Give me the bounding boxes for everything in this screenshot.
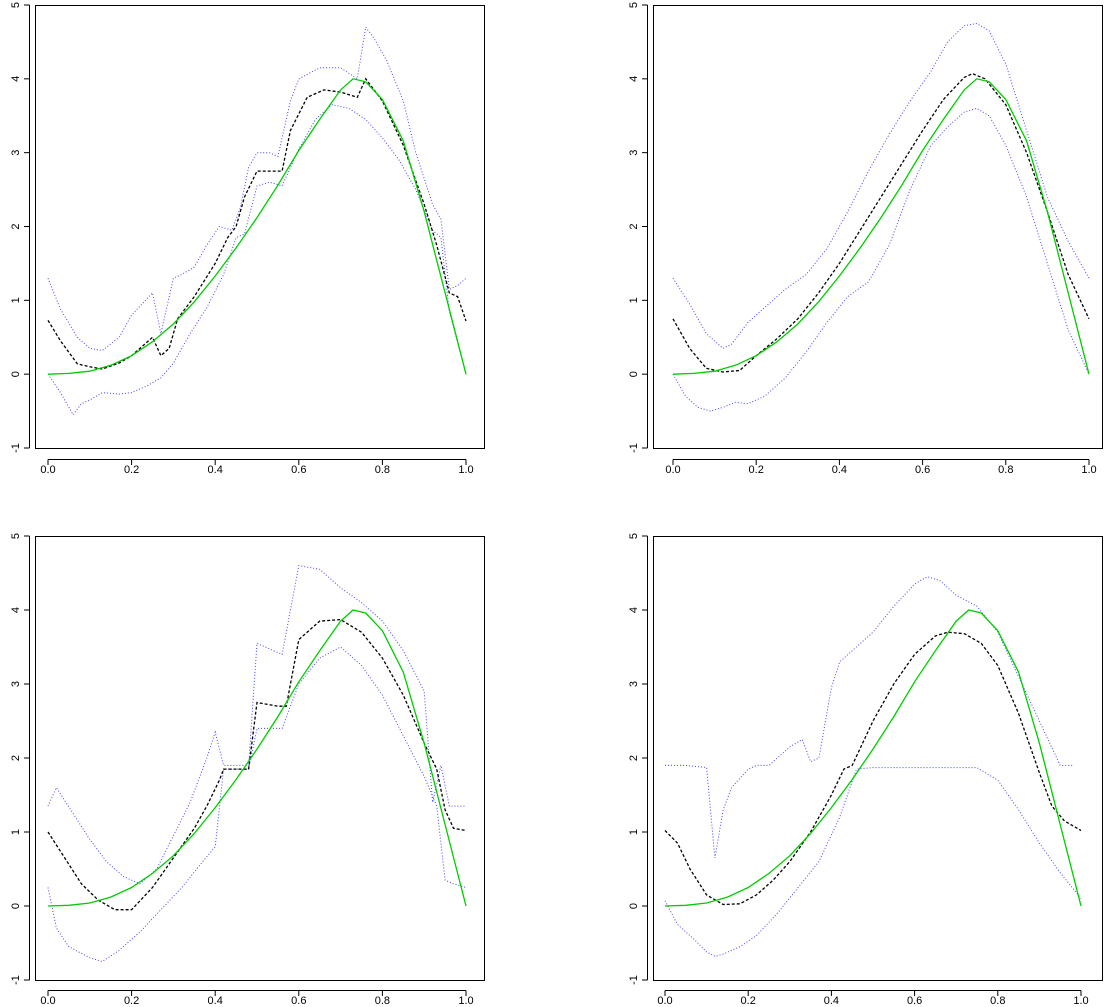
x-tick-label: 1.0 (458, 464, 473, 476)
series-line-solid (47, 609, 467, 907)
series-line-solid (672, 78, 1090, 375)
y-tick-label: 2 (628, 223, 640, 229)
series-line-dashed (672, 72, 1090, 373)
series-line-solid (47, 78, 467, 375)
x-tick-label: 0.6 (915, 464, 930, 476)
series-line-dashed (47, 618, 467, 911)
y-tick-label: -1 (10, 975, 22, 985)
y-axis: -1 0 1 2 3 4 5 (628, 533, 648, 985)
y-tick-label: 3 (628, 681, 640, 687)
chart-panel-3: -1 0 1 2 3 4 5 0.0 0.2 0.4 0.6 0.8 1.0 (10, 533, 485, 1007)
y-tick-label: -1 (628, 975, 640, 985)
y-tick-label: -1 (628, 443, 640, 453)
series-line-dotted (47, 104, 467, 416)
x-tick-label: 0.2 (124, 995, 139, 1007)
y-tick-label: 4 (10, 76, 22, 82)
x-tick-label: 0.2 (749, 464, 764, 476)
y-tick-label: 5 (628, 533, 640, 539)
y-tick-label: 2 (628, 755, 640, 761)
x-tick-label: 0.0 (657, 995, 672, 1007)
plot-frame (653, 5, 1103, 449)
series-line-dashed (664, 631, 1082, 906)
x-axis: 0.0 0.2 0.4 0.6 0.8 1.0 (40, 459, 474, 476)
y-axis: -1 0 1 2 3 4 5 (10, 2, 30, 453)
x-tick-label: 1.0 (458, 995, 473, 1007)
series-group (664, 576, 1082, 957)
x-axis: 0.0 0.2 0.4 0.6 0.8 1.0 (657, 990, 1089, 1007)
x-axis: 0.0 0.2 0.4 0.6 0.8 1.0 (665, 459, 1097, 476)
x-tick-label: 0.4 (208, 995, 223, 1007)
x-tick-label: 0.2 (124, 464, 139, 476)
x-tick-label: 0.6 (291, 464, 306, 476)
x-tick-label: 0.0 (40, 995, 55, 1007)
y-axis: -1 0 1 2 3 4 5 (628, 2, 648, 453)
y-tick-label: 4 (628, 76, 640, 82)
x-axis: 0.0 0.2 0.4 0.6 0.8 1.0 (40, 990, 474, 1007)
x-tick-label: 0.8 (375, 464, 390, 476)
series-line-dotted (664, 767, 1082, 957)
plot-frame (653, 536, 1103, 981)
y-tick-label: 1 (628, 297, 640, 303)
y-tick-label: 0 (10, 371, 22, 377)
series-line-dotted (47, 565, 466, 885)
y-tick-label: 3 (10, 150, 22, 156)
series-group (672, 22, 1090, 412)
y-tick-label: 1 (10, 829, 22, 835)
series-line-dotted (672, 22, 1090, 349)
y-tick-label: 5 (628, 2, 640, 8)
y-tick-label: 3 (10, 681, 22, 687)
y-tick-label: 4 (10, 607, 22, 613)
x-tick-label: 0.8 (375, 995, 390, 1007)
plot-frame (35, 5, 485, 449)
y-tick-label: 1 (10, 297, 22, 303)
x-tick-label: 1.0 (1073, 995, 1088, 1007)
y-tick-label: 5 (10, 533, 22, 539)
x-tick-label: 0.6 (907, 995, 922, 1007)
series-line-dotted (47, 25, 467, 352)
x-tick-label: 1.0 (1081, 464, 1096, 476)
y-tick-label: 2 (10, 755, 22, 761)
x-tick-label: 0.6 (291, 995, 306, 1007)
x-tick-label: 0.4 (208, 464, 223, 476)
y-tick-label: 0 (628, 371, 640, 377)
chart-panel-1: -1 0 1 2 3 4 5 0.0 0.2 0.4 0.6 0.8 1.0 (10, 2, 485, 476)
x-tick-label: 0.8 (998, 464, 1013, 476)
series-line-dotted (665, 576, 1073, 858)
x-tick-label: 0.4 (832, 464, 847, 476)
y-tick-label: 0 (628, 903, 640, 909)
x-tick-label: 0.8 (990, 995, 1005, 1007)
y-tick-label: -1 (10, 443, 22, 453)
y-tick-label: 4 (628, 607, 640, 613)
x-tick-label: 0.0 (665, 464, 680, 476)
x-tick-label: 0.0 (40, 464, 55, 476)
y-tick-label: 1 (628, 829, 640, 835)
x-tick-label: 0.2 (741, 995, 756, 1007)
chart-panel-2: -1 0 1 2 3 4 5 0.0 0.2 0.4 0.6 0.8 1.0 (628, 2, 1103, 476)
series-line-dashed (47, 77, 467, 370)
chart-panel-4: -1 0 1 2 3 4 5 0.0 0.2 0.4 0.6 0.8 1.0 (628, 533, 1103, 1007)
y-tick-label: 2 (10, 223, 22, 229)
series-group (47, 25, 467, 416)
series-line-solid (664, 609, 1082, 907)
y-tick-label: 0 (10, 903, 22, 909)
series-group (47, 565, 467, 963)
plot-frame (35, 536, 485, 981)
y-axis: -1 0 1 2 3 4 5 (10, 533, 30, 985)
x-tick-label: 0.4 (824, 995, 839, 1007)
y-tick-label: 3 (628, 150, 640, 156)
y-tick-label: 5 (10, 2, 22, 8)
